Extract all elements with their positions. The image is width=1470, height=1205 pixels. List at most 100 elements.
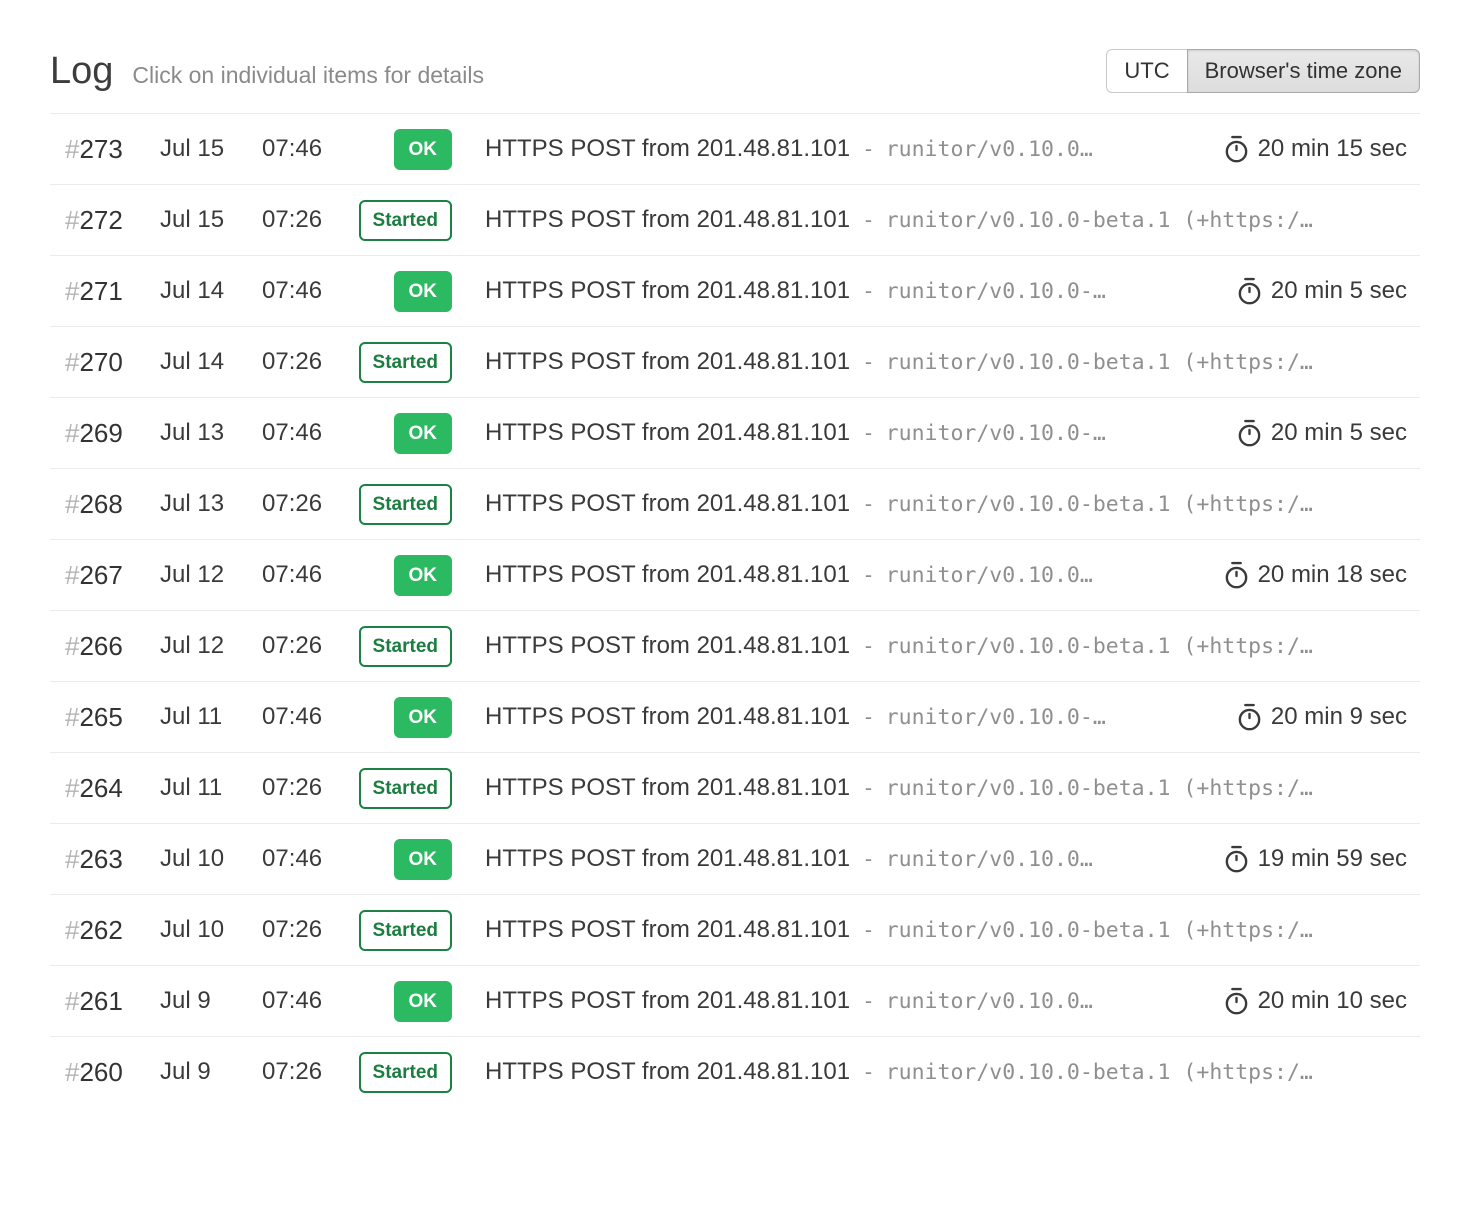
- event-number-hash: #: [65, 204, 80, 235]
- event-number-hash: #: [65, 559, 80, 590]
- status-badge-cell: OK: [352, 696, 452, 738]
- log-row[interactable]: #272 Jul 15 07:26 Started HTTPS POST fro…: [50, 184, 1420, 255]
- event-description: HTTPS POST from 201.48.81.101- runitor/v0…: [485, 135, 1200, 163]
- event-separator: -: [862, 279, 875, 304]
- log-row[interactable]: #265 Jul 11 07:46 OK HTTPS POST from 201…: [50, 681, 1420, 752]
- page-header: Log Click on individual items for detail…: [50, 49, 1420, 94]
- log-row[interactable]: #273 Jul 15 07:46 OK HTTPS POST from 201…: [50, 113, 1420, 184]
- event-user-agent: runitor/v0.10.0-beta.1 (+https:/…: [885, 208, 1313, 234]
- event-user-agent: runitor/v0.10.0-beta.1 (+https:/…: [885, 776, 1313, 802]
- event-message: HTTPS POST from 201.48.81.101: [485, 774, 851, 802]
- event-user-agent: runitor/v0.10.0-…: [885, 705, 1106, 731]
- event-number: #268: [65, 489, 160, 520]
- log-row[interactable]: #268 Jul 13 07:26 Started HTTPS POST fro…: [50, 468, 1420, 539]
- event-duration: 20 min 5 sec: [1237, 419, 1407, 447]
- status-badge-cell: Started: [352, 341, 452, 383]
- event-message: HTTPS POST from 201.48.81.101: [485, 348, 851, 376]
- status-badge: OK: [393, 980, 452, 1022]
- status-badge: OK: [393, 696, 452, 738]
- event-number: #269: [65, 418, 160, 449]
- event-number-value: 267: [79, 559, 123, 590]
- log-row[interactable]: #260 Jul 9 07:26 Started HTTPS POST from…: [50, 1036, 1420, 1107]
- event-number-hash: #: [65, 630, 80, 661]
- status-badge: Started: [358, 199, 452, 241]
- event-user-agent: runitor/v0.10.0…: [885, 137, 1093, 163]
- browser-timezone-button[interactable]: Browser's time zone: [1186, 49, 1420, 94]
- status-badge: OK: [393, 412, 452, 454]
- event-duration: 20 min 15 sec: [1224, 135, 1407, 163]
- stopwatch-icon: [1225, 562, 1247, 589]
- status-badge: Started: [358, 341, 452, 383]
- event-number: #272: [65, 205, 160, 236]
- event-number: #270: [65, 347, 160, 378]
- log-row[interactable]: #269 Jul 13 07:46 OK HTTPS POST from 201…: [50, 397, 1420, 468]
- utc-button[interactable]: UTC: [1106, 49, 1188, 94]
- event-time: 07:26: [262, 206, 323, 234]
- event-message: HTTPS POST from 201.48.81.101: [485, 1058, 851, 1086]
- event-date: Jul 11: [160, 774, 223, 802]
- event-duration-text: 20 min 15 sec: [1257, 135, 1407, 163]
- event-number-hash: #: [65, 985, 80, 1016]
- event-date: Jul 13: [160, 419, 225, 447]
- status-badge: Started: [358, 909, 452, 951]
- log-row[interactable]: #262 Jul 10 07:26 Started HTTPS POST fro…: [50, 894, 1420, 965]
- status-badge-cell: OK: [352, 412, 452, 454]
- event-duration-text: 19 min 59 sec: [1257, 845, 1407, 873]
- event-number-hash: #: [65, 843, 80, 874]
- log-row[interactable]: #270 Jul 14 07:26 Started HTTPS POST fro…: [50, 326, 1420, 397]
- log-page: Log Click on individual items for detail…: [0, 49, 1470, 1107]
- event-separator: -: [862, 1060, 875, 1085]
- event-separator: -: [862, 776, 875, 801]
- event-duration-text: 20 min 9 sec: [1270, 703, 1407, 731]
- event-number-hash: #: [65, 275, 80, 306]
- status-badge-cell: OK: [352, 838, 452, 880]
- log-row[interactable]: #271 Jul 14 07:46 OK HTTPS POST from 201…: [50, 255, 1420, 326]
- event-message: HTTPS POST from 201.48.81.101: [485, 703, 851, 731]
- event-message: HTTPS POST from 201.48.81.101: [485, 206, 851, 234]
- event-separator: -: [862, 563, 875, 588]
- event-description: HTTPS POST from 201.48.81.101- runitor/v0…: [485, 206, 1407, 234]
- event-time: 07:26: [262, 632, 323, 660]
- log-row[interactable]: #267 Jul 12 07:46 OK HTTPS POST from 201…: [50, 539, 1420, 610]
- stopwatch-icon: [1225, 988, 1247, 1015]
- event-date: Jul 15: [160, 206, 225, 234]
- event-number: #266: [65, 631, 160, 662]
- event-number: #263: [65, 844, 160, 875]
- event-number: #260: [65, 1057, 160, 1088]
- status-badge: OK: [393, 270, 452, 312]
- log-row[interactable]: #263 Jul 10 07:46 OK HTTPS POST from 201…: [50, 823, 1420, 894]
- event-message: HTTPS POST from 201.48.81.101: [485, 135, 851, 163]
- log-row[interactable]: #266 Jul 12 07:26 Started HTTPS POST fro…: [50, 610, 1420, 681]
- event-number: #265: [65, 702, 160, 733]
- event-user-agent: runitor/v0.10.0…: [885, 989, 1093, 1015]
- event-number: #262: [65, 915, 160, 946]
- status-badge-cell: Started: [352, 625, 452, 667]
- event-duration: 19 min 59 sec: [1224, 845, 1407, 873]
- event-user-agent: runitor/v0.10.0-beta.1 (+https:/…: [885, 1060, 1313, 1086]
- event-message: HTTPS POST from 201.48.81.101: [485, 916, 851, 944]
- event-description: HTTPS POST from 201.48.81.101- runitor/v0…: [485, 490, 1407, 518]
- event-message: HTTPS POST from 201.48.81.101: [485, 845, 851, 873]
- event-date: Jul 15: [160, 135, 225, 163]
- event-date: Jul 14: [160, 277, 225, 305]
- event-description: HTTPS POST from 201.48.81.101- runitor/v0…: [485, 632, 1407, 660]
- event-duration: 20 min 18 sec: [1224, 561, 1407, 589]
- event-message: HTTPS POST from 201.48.81.101: [485, 490, 851, 518]
- page-title: Log: [50, 49, 114, 92]
- log-row[interactable]: #264 Jul 11 07:26 Started HTTPS POST fro…: [50, 752, 1420, 823]
- status-badge-cell: Started: [352, 767, 452, 809]
- log-row[interactable]: #261 Jul 9 07:46 OK HTTPS POST from 201.…: [50, 965, 1420, 1036]
- event-user-agent: runitor/v0.10.0-beta.1 (+https:/…: [885, 634, 1313, 660]
- event-duration-text: 20 min 18 sec: [1257, 561, 1407, 589]
- event-number-value: 271: [79, 275, 123, 306]
- event-number-value: 263: [79, 843, 123, 874]
- event-number-hash: #: [65, 417, 80, 448]
- event-description: HTTPS POST from 201.48.81.101- runitor/v0…: [485, 916, 1407, 944]
- status-badge: Started: [358, 483, 452, 525]
- event-description: HTTPS POST from 201.48.81.101- runitor/v0…: [485, 774, 1407, 802]
- event-description: HTTPS POST from 201.48.81.101- runitor/v0…: [485, 348, 1407, 376]
- event-number: #271: [65, 276, 160, 307]
- event-date: Jul 10: [160, 845, 225, 873]
- event-separator: -: [862, 918, 875, 943]
- event-separator: -: [862, 705, 875, 730]
